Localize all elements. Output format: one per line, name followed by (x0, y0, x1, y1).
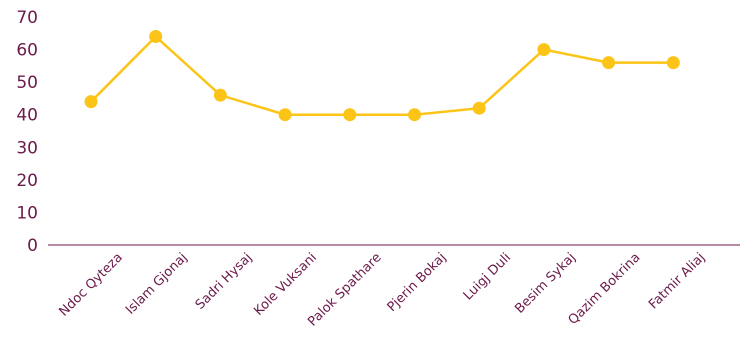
x-tick-label: Fatmir Aliaj (646, 250, 708, 312)
data-point (343, 108, 357, 122)
x-tick-label: Besim Sykaj (512, 250, 578, 316)
x-tick-label: Sadri Hysaj (193, 250, 256, 313)
y-axis-ticks: 0 10 20 30 40 50 60 70 (16, 8, 38, 256)
x-tick-label: Luigj Duli (461, 250, 514, 303)
x-tick-label: Kole Vuksani (251, 250, 320, 319)
y-tick-label: 30 (16, 138, 38, 158)
series-line (90, 34, 674, 116)
y-tick-label: 40 (16, 106, 38, 126)
data-point (149, 30, 163, 44)
data-point (666, 56, 680, 70)
data-point (472, 101, 486, 115)
y-tick-label: 20 (16, 171, 38, 191)
x-tick-label: Ndoc Qyteza (57, 250, 126, 319)
x-tick-label: Pjerin Bokaj (385, 250, 450, 315)
data-point (278, 108, 292, 122)
data-point (602, 56, 616, 70)
y-tick-label: 60 (16, 41, 38, 61)
y-tick-label: 10 (16, 203, 38, 223)
data-point (537, 43, 551, 57)
y-tick-label: 70 (16, 8, 38, 28)
data-point (84, 95, 98, 109)
y-tick-label: 50 (16, 73, 38, 93)
x-tick-label: Islam Gjonaj (123, 250, 190, 317)
y-tick-label: 0 (27, 236, 38, 256)
data-points (84, 30, 680, 122)
data-point (408, 108, 421, 122)
data-point (213, 88, 227, 102)
